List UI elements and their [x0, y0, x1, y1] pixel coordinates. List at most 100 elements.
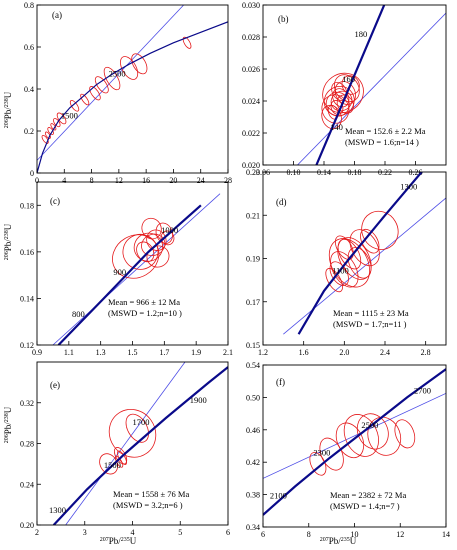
error-ellipse — [125, 413, 149, 443]
x-tick-label: 0.26 — [409, 168, 423, 177]
age-label: 900 — [113, 267, 126, 277]
age-label: 2100 — [270, 491, 287, 501]
regression-line — [65, 362, 186, 525]
y-tick-label: 0.32 — [20, 399, 34, 408]
plot-area: 2100 2300 2500 2700 — [263, 368, 446, 516]
panel-f: 2100 2300 2500 2700 6 8 10 12 14 0.34 0.38 0.42 0.46… — [246, 361, 450, 546]
mean-age-annotation: (MSWD = 3.2;n=6 ) — [113, 500, 183, 510]
y-tick-label: 0.54 — [246, 361, 260, 370]
y-tick-label: 0.022 — [242, 129, 260, 138]
age-label: 2300 — [313, 448, 330, 458]
age-label: 800 — [72, 309, 85, 319]
x-tick-label: 2.1 — [223, 348, 233, 357]
mean-age-annotation: (MSWD = 1.4;n=7 ) — [330, 501, 400, 511]
age-label: 1000 — [161, 225, 178, 235]
y-tick-label: 0.16 — [20, 248, 34, 257]
age-label: 140 — [330, 122, 343, 132]
x-tick-label: 4 — [62, 176, 66, 185]
y-tick-label: 0.028 — [242, 33, 260, 42]
concordia-curve — [37, 21, 228, 173]
error-ellipse — [343, 414, 379, 457]
error-ellipse — [356, 413, 389, 450]
mean-age-annotation: (MSWD = 1.6;n=14 ) — [345, 137, 419, 147]
x-tick-label: 16 — [142, 176, 150, 185]
age-label: 180 — [355, 29, 368, 39]
axes-frame — [36, 4, 229, 174]
x-tick-label: 8 — [307, 530, 311, 539]
y-tick-label: 0.030 — [242, 1, 260, 10]
concordia-curve — [52, 366, 228, 525]
x-tick-label: 1.9 — [191, 348, 201, 357]
age-label: 1900 — [190, 395, 207, 405]
error-ellipse — [141, 233, 166, 257]
error-ellipse — [103, 66, 121, 91]
panel-c: 800 900 1000 0.9 1.1 1.3 1.5 1.7 1.9 2.1 0.12 0.14 0… — [3, 181, 233, 357]
panel-letter: (a) — [52, 10, 62, 20]
error-ellipse — [330, 90, 353, 112]
y-tick-label: 0.42 — [246, 458, 260, 467]
panel-a: 1500 2500 0 4 8 12 16 20 24 28 0 0.2 0.4 0.6 0.8 (a) 206… — [3, 1, 232, 185]
error-ellipse — [50, 123, 57, 131]
age-label: 1500 — [61, 110, 78, 120]
y-tick-label: 0.14 — [20, 294, 34, 303]
plot-area: 800 900 1000 — [52, 193, 221, 345]
y-tick-label: 0.28 — [20, 440, 34, 449]
concordia-curve — [263, 368, 446, 516]
plot-area: 1300 1500 1700 1900 — [49, 362, 228, 525]
x-tick-label: 0.18 — [348, 168, 362, 177]
error-ellipse — [334, 235, 354, 260]
y-tick-label: 0.18 — [20, 201, 34, 210]
x-tick-label: 4 — [131, 528, 135, 537]
x-tick-label: 0.22 — [378, 168, 392, 177]
x-tick-label: 3 — [83, 528, 87, 537]
regression-line — [296, 12, 446, 165]
y-tick-label: 0.46 — [246, 426, 260, 435]
error-ellipse — [330, 251, 359, 288]
age-label: 1100 — [332, 266, 349, 276]
y-tick-label: 0.34 — [246, 523, 260, 532]
panel-letter: (d) — [276, 197, 287, 207]
plot-area: 180 160 140 — [296, 5, 446, 165]
x-tick-label: 28 — [224, 176, 232, 185]
error-ellipse — [394, 419, 416, 449]
regression-line — [52, 193, 221, 345]
panel-letter: (c) — [50, 196, 60, 206]
y-tick-label: 0.50 — [246, 393, 260, 402]
y-tick-label: 0.21 — [246, 211, 260, 220]
y-tick-label: 0.15 — [246, 341, 260, 350]
x-axis-label: 207Pb/235U — [320, 536, 357, 546]
age-label: 160 — [342, 74, 355, 84]
mean-age-annotation: Mean = 152.6 ± 2.2 Ma — [345, 126, 426, 136]
y-tick-label: 0.8 — [24, 1, 34, 10]
regression-line — [283, 197, 446, 335]
age-label: 1300 — [400, 181, 417, 191]
error-ellipse — [69, 100, 80, 112]
x-tick-label: 0.14 — [317, 168, 331, 177]
y-tick-label: 0.17 — [246, 298, 260, 307]
x-tick-label: 0.10 — [287, 168, 301, 177]
age-label: 2500 — [109, 68, 126, 78]
x-tick-label: 8 — [90, 176, 94, 185]
x-tick-label: 14 — [442, 530, 450, 539]
error-ellipse — [89, 86, 101, 101]
mean-age-annotation: (MSWD = 1.7;n=11 ) — [333, 319, 407, 329]
x-tick-label: 12 — [396, 530, 404, 539]
error-ellipse — [131, 53, 148, 75]
x-tick-label: 2.8 — [421, 348, 431, 357]
error-ellipse — [182, 36, 192, 49]
error-ellipse — [44, 131, 51, 139]
x-tick-label: 2 — [35, 528, 39, 537]
y-tick-label: 0.026 — [242, 65, 260, 74]
age-label: 1300 — [49, 505, 66, 515]
y-axis-label: 206Pb/238U — [3, 223, 13, 260]
error-ellipse — [94, 76, 109, 94]
x-tick-label: 20 — [169, 176, 177, 185]
y-tick-label: 0.24 — [20, 480, 34, 489]
x-tick-label: 6 — [226, 528, 230, 537]
x-tick-label: 12 — [115, 176, 123, 185]
x-tick-label: 1.6 — [299, 348, 309, 357]
x-tick-label: 1.3 — [96, 348, 106, 357]
x-tick-label: 2.4 — [380, 348, 390, 357]
